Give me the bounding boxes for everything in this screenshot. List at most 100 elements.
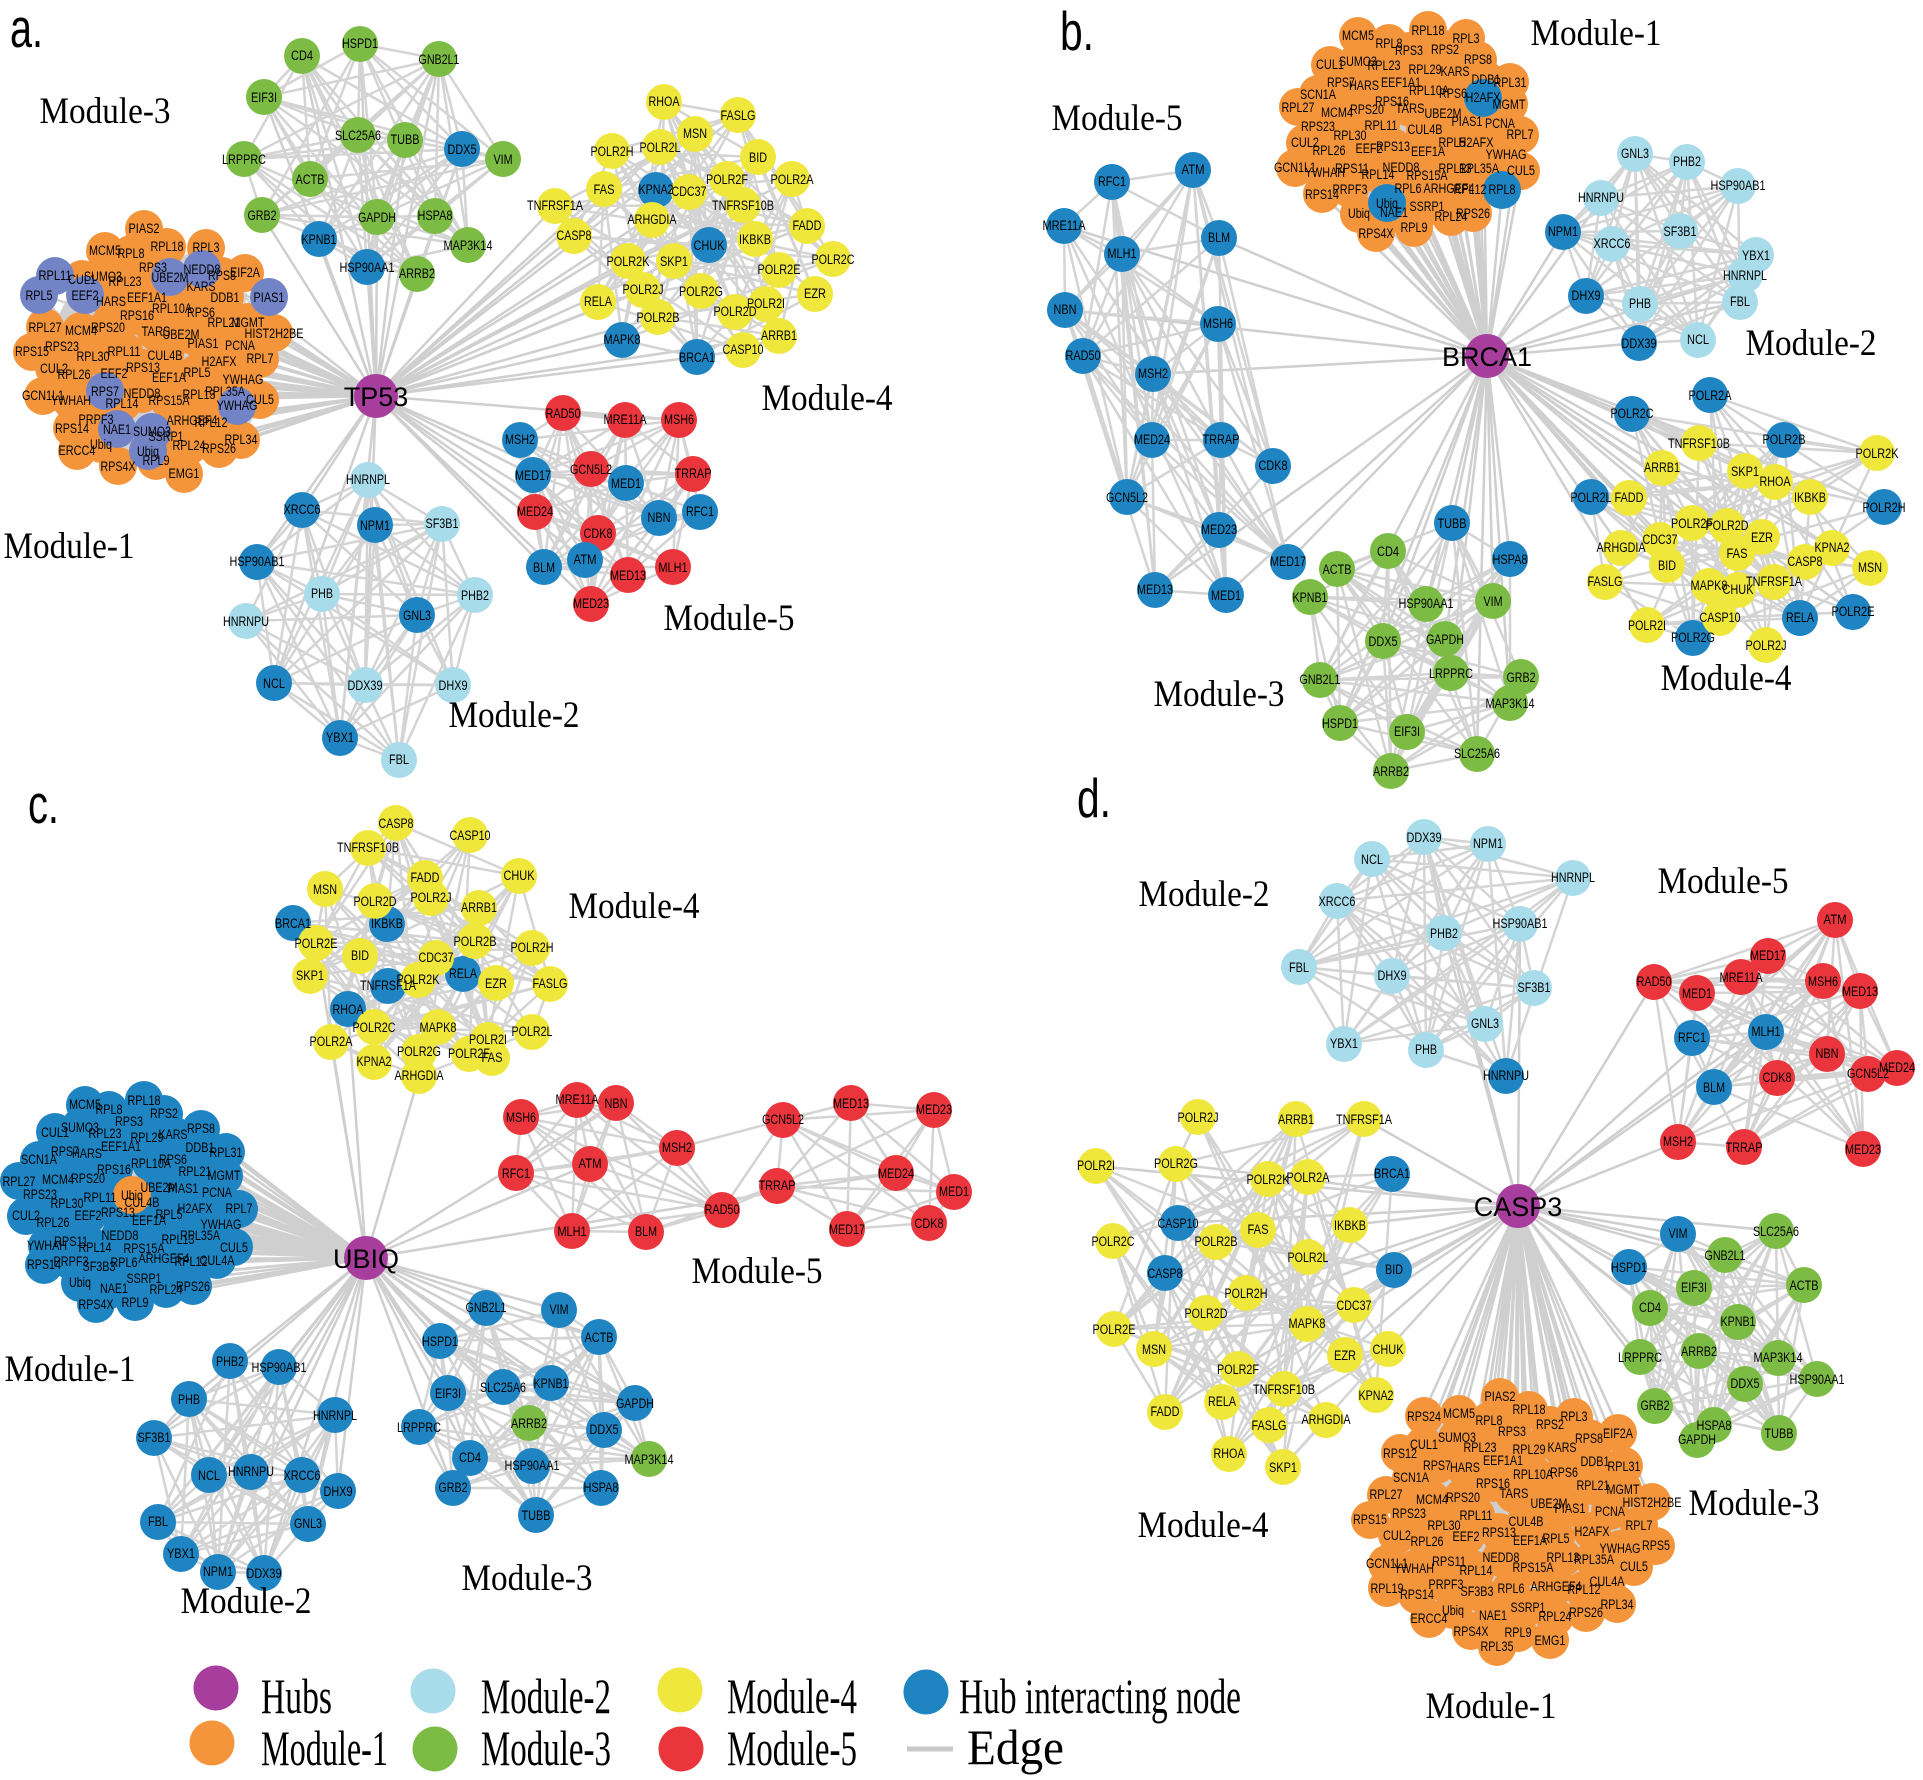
svg-text:DDB1: DDB1	[1472, 72, 1501, 87]
svg-text:BID: BID	[351, 948, 369, 963]
svg-text:RPL24: RPL24	[173, 438, 206, 453]
svg-text:MGMT: MGMT	[208, 1168, 241, 1183]
svg-text:ERCC4: ERCC4	[1411, 1611, 1448, 1626]
svg-text:CD4: CD4	[291, 48, 313, 63]
svg-text:Module-2: Module-2	[481, 1668, 611, 1724]
svg-text:RPL18: RPL18	[128, 1093, 161, 1108]
svg-text:RPS6: RPS6	[159, 1152, 187, 1167]
svg-text:CASP8: CASP8	[1788, 554, 1823, 569]
svg-text:EZR: EZR	[804, 286, 826, 301]
svg-text:RPL21: RPL21	[179, 1164, 212, 1179]
svg-text:RPL35A: RPL35A	[205, 384, 245, 399]
svg-text:RPL10A: RPL10A	[1409, 83, 1449, 98]
svg-text:KARS: KARS	[159, 1127, 188, 1142]
svg-text:SSRP1: SSRP1	[1410, 199, 1445, 214]
svg-text:a.: a.	[10, 0, 43, 59]
svg-text:HIST2H2BE: HIST2H2BE	[1623, 1495, 1682, 1510]
svg-text:LRPPRC: LRPPRC	[397, 1420, 441, 1435]
svg-text:RPL8: RPL8	[118, 246, 145, 261]
svg-text:MED24: MED24	[878, 1166, 914, 1181]
svg-text:RPS15A: RPS15A	[1407, 168, 1448, 183]
svg-text:RPS16: RPS16	[1476, 1476, 1510, 1491]
svg-text:RPS2: RPS2	[1536, 1417, 1564, 1432]
svg-text:ARHGEF4: ARHGEF4	[1531, 1579, 1582, 1594]
svg-text:RPS3: RPS3	[139, 260, 167, 275]
svg-text:MAPK8: MAPK8	[1691, 578, 1728, 593]
svg-text:SF3B3: SF3B3	[1461, 1584, 1494, 1599]
svg-text:TARS: TARS	[1500, 1486, 1529, 1501]
svg-text:NCL: NCL	[1361, 852, 1383, 867]
svg-text:Module-5: Module-5	[1052, 98, 1183, 139]
svg-text:SF3B1: SF3B1	[138, 1430, 171, 1445]
svg-text:RPL19: RPL19	[1371, 1581, 1404, 1596]
svg-text:RPL35: RPL35	[1481, 1639, 1514, 1654]
svg-text:MGMT: MGMT	[1493, 97, 1526, 112]
svg-text:LRPPRC: LRPPRC	[1618, 1350, 1662, 1365]
svg-text:RPS7: RPS7	[91, 384, 119, 399]
svg-text:Module-4: Module-4	[762, 378, 893, 419]
svg-text:DDX39: DDX39	[1622, 336, 1657, 351]
svg-text:POLR2C: POLR2C	[353, 1020, 396, 1035]
svg-text:POLR2G: POLR2G	[679, 284, 723, 299]
svg-text:RPS8: RPS8	[1575, 1431, 1603, 1446]
svg-text:ATM: ATM	[574, 552, 597, 567]
svg-text:HARS: HARS	[1349, 78, 1379, 93]
svg-text:RPS26: RPS26	[176, 1279, 210, 1294]
svg-text:KPNB1: KPNB1	[302, 232, 337, 247]
svg-text:HSP90AB1: HSP90AB1	[1493, 916, 1548, 931]
svg-text:PRPF3: PRPF3	[54, 1254, 89, 1269]
svg-text:YBX1: YBX1	[167, 1546, 195, 1561]
svg-text:NCL: NCL	[198, 1468, 220, 1483]
svg-text:DDX39: DDX39	[1407, 830, 1442, 845]
svg-text:RPL14: RPL14	[79, 1240, 112, 1255]
svg-text:RPL8: RPL8	[1476, 1413, 1503, 1428]
svg-text:UBE2M: UBE2M	[1425, 106, 1462, 121]
svg-text:Module-3: Module-3	[40, 91, 171, 132]
svg-text:ATM: ATM	[1182, 162, 1205, 177]
svg-text:RPL5: RPL5	[184, 365, 211, 380]
svg-text:DHX9: DHX9	[1572, 288, 1601, 303]
svg-text:CUL2: CUL2	[12, 1208, 40, 1223]
svg-text:XRCC6: XRCC6	[1594, 236, 1631, 251]
svg-text:PCNA: PCNA	[1595, 1504, 1625, 1519]
svg-text:GCN5L2: GCN5L2	[762, 1112, 804, 1127]
svg-text:RPS26: RPS26	[202, 441, 236, 456]
svg-text:RPL34: RPL34	[1601, 1597, 1634, 1612]
svg-text:Module-2: Module-2	[181, 1581, 312, 1622]
svg-text:MED23: MED23	[573, 596, 609, 611]
svg-text:POLR2D: POLR2D	[714, 304, 757, 319]
svg-text:MAP3K14: MAP3K14	[1486, 696, 1535, 711]
svg-text:BID: BID	[749, 150, 767, 165]
svg-text:MAP3K14: MAP3K14	[444, 238, 493, 253]
svg-text:CUL5: CUL5	[246, 392, 274, 407]
svg-text:CASP10: CASP10	[450, 828, 491, 843]
svg-text:GCN1L1: GCN1L1	[1366, 1556, 1408, 1571]
svg-text:MED23: MED23	[1845, 1142, 1881, 1157]
svg-text:H2AFX: H2AFX	[178, 1201, 213, 1216]
svg-text:RPL26: RPL26	[1411, 1534, 1444, 1549]
svg-text:RPS13: RPS13	[1376, 139, 1410, 154]
svg-text:RPS24: RPS24	[1407, 1409, 1441, 1424]
svg-text:RPS7: RPS7	[51, 1144, 79, 1159]
svg-text:Module-1: Module-1	[5, 1349, 136, 1390]
svg-text:NEDD8: NEDD8	[1383, 160, 1420, 175]
svg-text:MED1: MED1	[1211, 588, 1241, 603]
svg-text:POLR2A: POLR2A	[1689, 388, 1732, 403]
svg-text:RAD50: RAD50	[546, 406, 581, 421]
svg-text:POLR2B: POLR2B	[637, 310, 680, 325]
svg-text:POLR2G: POLR2G	[1154, 1156, 1198, 1171]
svg-text:MLH1: MLH1	[1108, 246, 1137, 261]
svg-text:FBL: FBL	[1289, 960, 1309, 975]
svg-text:RPS23: RPS23	[45, 339, 79, 354]
svg-text:NAE1: NAE1	[100, 1281, 128, 1296]
svg-text:MCM5: MCM5	[1342, 28, 1374, 43]
svg-text:CHUK: CHUK	[694, 238, 725, 253]
svg-text:CASP10: CASP10	[723, 342, 764, 357]
svg-text:MSN: MSN	[313, 882, 337, 897]
svg-text:POLR2H: POLR2H	[591, 144, 634, 159]
svg-text:RPS5: RPS5	[1642, 1538, 1670, 1553]
svg-text:RPL29: RPL29	[1409, 62, 1442, 77]
svg-text:RPL23: RPL23	[89, 1126, 122, 1141]
svg-text:H2AFX: H2AFX	[1575, 1524, 1610, 1539]
svg-text:RPL30: RPL30	[1428, 1518, 1461, 1533]
